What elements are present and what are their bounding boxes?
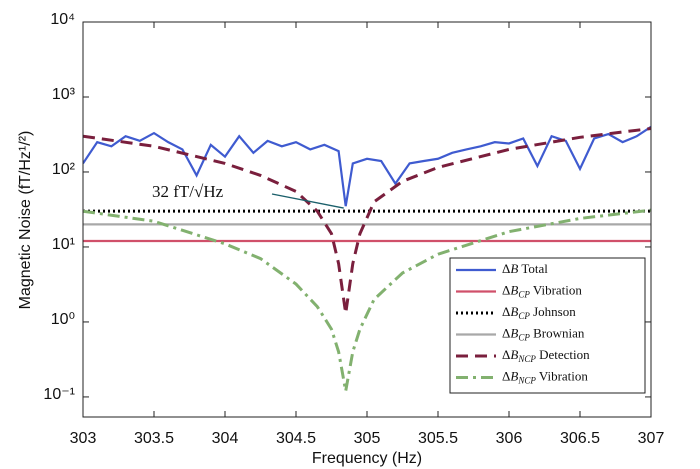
x-tick-label: 305 bbox=[354, 430, 381, 447]
y-tick-label: 10¹ bbox=[52, 236, 75, 253]
y-tick-label: 10³ bbox=[52, 86, 76, 103]
x-tick-label: 306.5 bbox=[560, 430, 600, 447]
series-line bbox=[83, 125, 651, 207]
legend-label: ΔBCP Vibration bbox=[502, 282, 582, 299]
legend-label: ΔBNCP Vibration bbox=[502, 368, 588, 385]
x-tick-label: 306 bbox=[496, 430, 523, 447]
x-tick-label: 303 bbox=[70, 430, 97, 447]
y-tick-label: 10⁰ bbox=[51, 311, 75, 328]
legend-box bbox=[449, 257, 646, 394]
x-axis-label: Frequency (Hz) bbox=[312, 450, 422, 467]
legend-label: ΔBNCP Detection bbox=[502, 347, 590, 364]
series-line bbox=[83, 127, 651, 314]
x-tick-label: 303.5 bbox=[134, 430, 174, 447]
plot-frame bbox=[82, 21, 652, 418]
legend-label: ΔB Total bbox=[502, 261, 548, 276]
legend-label: ΔBCP Brownian bbox=[502, 325, 585, 342]
x-tick-label: 307 bbox=[638, 430, 665, 447]
x-tick-label: 304.5 bbox=[276, 430, 316, 447]
legend-label: ΔBCP Johnson bbox=[502, 304, 576, 321]
x-tick-label: 304 bbox=[212, 430, 239, 447]
x-tick-label: 305.5 bbox=[418, 430, 458, 447]
y-tick-label: 10² bbox=[52, 161, 76, 178]
y-tick-label: 10⁴ bbox=[50, 11, 75, 28]
annotation: 32 fT/√Hz bbox=[152, 182, 224, 201]
y-tick-label: 10⁻¹ bbox=[43, 386, 75, 403]
annotation-arrow bbox=[271, 193, 344, 209]
y-axis-label: Magnetic Noise (fT/Hz¹/²) bbox=[17, 131, 34, 310]
